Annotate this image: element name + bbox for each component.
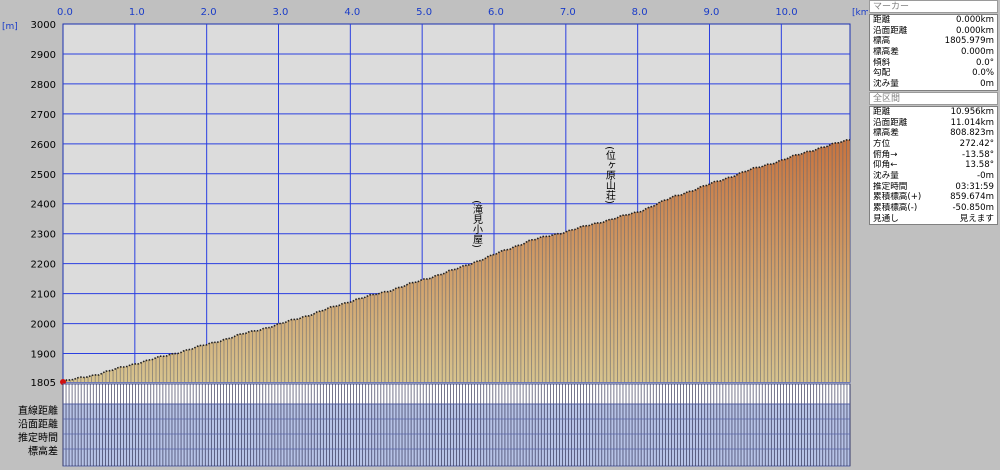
y-tick-label-8: 2600 <box>31 140 56 151</box>
section-row-label: 沿面距離 <box>873 117 908 128</box>
marker-row-label: 標高 <box>873 36 891 47</box>
section-row: 推定時間 03:31:59 <box>870 182 997 193</box>
marker-row-value: 0m <box>980 79 994 90</box>
marker-row: 標高差 0.000m <box>870 47 997 58</box>
marker-header: マーカー <box>869 0 998 13</box>
section-row-value: 272.42° <box>959 138 994 149</box>
section-row-value: 03:31:59 <box>955 181 994 192</box>
bottom-row-label-2: 推定時間 <box>18 431 58 444</box>
section-row-label: 方位 <box>873 138 891 149</box>
x-unit-label: [km] <box>852 8 868 18</box>
section-row-value: 見えます <box>959 213 994 224</box>
bottom-row-label-1: 沿面距離 <box>18 418 58 431</box>
bottom-info-strip <box>62 383 851 467</box>
marker-row: 沿面距離 0.000km <box>870 26 997 37</box>
x-tick-label-2: 2.0 <box>201 7 217 18</box>
x-tick-label-9: 9.0 <box>703 7 719 18</box>
x-tick-label-6: 6.0 <box>488 7 504 18</box>
y-tick-label-9: 2700 <box>31 110 56 121</box>
y-tick-label-1: 1900 <box>31 350 56 361</box>
section-header: 全区間 <box>869 91 998 105</box>
marker-row-value: 0.000km <box>956 15 994 25</box>
y-tick-labels: 1805 1900 2000 2100 2200 2300 2400 2500 2600 2700… <box>31 20 56 389</box>
section-row-value: 808.823m <box>950 128 994 139</box>
x-tick-label-1: 1.0 <box>129 7 145 18</box>
marker-row-label: 標高差 <box>873 47 899 58</box>
marker-row: 傾斜 0.0° <box>870 58 997 69</box>
y-tick-label-2: 2000 <box>31 320 56 331</box>
marker-table: 距離 0.000km 沿面距離 0.000km 標高 1805.979m 標高差 0.000m… <box>869 14 998 91</box>
marker-row: 距離 0.000km <box>870 15 997 26</box>
marker-row-value: 0.0° <box>976 57 994 68</box>
x-tick-labels: 0.0 1.0 2.0 3.0 4.0 5.0 6.0 7.0 8.0 9.0 10.0 <box>57 7 798 18</box>
annotations: (滝見小屋) (位ヶ原山荘) <box>471 146 616 248</box>
section-row-value: 11.014km <box>950 117 994 128</box>
annotation-1: (位ヶ原山荘) <box>603 146 615 204</box>
info-panel: マーカー 距離 0.000km 沿面距離 0.000km 標高 1805.979m 標高差 0… <box>868 0 1000 470</box>
y-tick-label-12: 3000 <box>31 20 56 31</box>
y-tick-label-10: 2800 <box>31 80 56 91</box>
y-tick-label-6: 2400 <box>31 200 56 211</box>
y-tick-label-4: 2200 <box>31 260 56 271</box>
x-tick-label-0: 0.0 <box>57 7 73 18</box>
section-row: 俯角→ -13.58° <box>870 150 997 161</box>
section-row-label: 累積標高(+) <box>873 192 922 203</box>
section-row: 標高差 808.823m <box>870 128 997 139</box>
bottom-row-label-3: 標高差 <box>28 445 58 458</box>
marker-row-label: 勾配 <box>873 68 891 79</box>
section-row: 見通し 見えます <box>870 214 997 225</box>
sample-bars <box>62 139 851 382</box>
bottom-row-label-0: 直線距離 <box>18 404 58 417</box>
y-tick-label-5: 2300 <box>31 230 56 241</box>
marker-row: 沈み量 0m <box>870 79 997 90</box>
section-row-label: 累積標高(-) <box>873 203 918 213</box>
section-row-value: 13.58° <box>965 160 994 171</box>
marker-row-value: 0.0% <box>972 68 994 79</box>
section-row-label: 距離 <box>873 106 891 117</box>
x-tick-label-3: 3.0 <box>272 7 288 18</box>
section-row: 仰角← 13.58° <box>870 160 997 171</box>
marker-row-label: 傾斜 <box>873 57 891 68</box>
y-tick-label-0: 1805 <box>31 378 56 389</box>
y-unit-label: [m] <box>2 22 18 32</box>
marker-row-value: 0.000m <box>961 47 994 58</box>
section-row-value: 10.956km <box>950 106 994 117</box>
marker-row: 勾配 0.0% <box>870 68 997 79</box>
x-tick-label-10: 10.0 <box>775 7 797 18</box>
section-row-label: 仰角← <box>873 160 898 171</box>
section-row-label: 沈み量 <box>873 170 899 181</box>
section-row: 沿面距離 11.014km <box>870 118 997 129</box>
x-tick-label-4: 4.0 <box>344 7 360 18</box>
y-tick-label-3: 2100 <box>31 290 56 301</box>
section-row: 累積標高(+) 859.674m <box>870 192 997 203</box>
marker-row-label: 距離 <box>873 15 891 25</box>
section-row: 累積標高(-) -50.850m <box>870 203 997 214</box>
x-tick-label-8: 8.0 <box>632 7 648 18</box>
elevation-profile-chart: 0.0 1.0 2.0 3.0 4.0 5.0 6.0 7.0 8.0 9.0 10.0 18051… <box>2 7 868 467</box>
x-tick-label-5: 5.0 <box>416 7 432 18</box>
marker-row-label: 沿面距離 <box>873 25 908 36</box>
marker-row-value: 1805.979m <box>944 36 994 47</box>
section-row-value: -0m <box>977 170 994 181</box>
section-row-label: 標高差 <box>873 128 899 139</box>
section-row: 方位 272.42° <box>870 139 997 150</box>
section-row-value: 859.674m <box>950 192 994 203</box>
section-row: 距離 10.956km <box>870 107 997 118</box>
marker-row: 標高 1805.979m <box>870 36 997 47</box>
y-tick-label-7: 2500 <box>31 170 56 181</box>
section-table: 距離 10.956km 沿面距離 11.014km 標高差 808.823m 方位 272.4… <box>869 105 998 226</box>
marker-row-label: 沈み量 <box>873 79 899 90</box>
section-row-label: 見通し <box>873 213 899 224</box>
section-row-label: 推定時間 <box>873 181 908 192</box>
annotation-0: (滝見小屋) <box>471 200 483 248</box>
y-tick-label-11: 2900 <box>31 50 56 61</box>
section-row-label: 俯角→ <box>873 149 898 160</box>
x-tick-label-7: 7.0 <box>560 7 576 18</box>
section-row-value: -50.850m <box>952 203 994 213</box>
marker-row-value: 0.000km <box>956 25 994 36</box>
section-row-value: -13.58° <box>962 149 994 160</box>
section-row: 沈み量 -0m <box>870 171 997 182</box>
